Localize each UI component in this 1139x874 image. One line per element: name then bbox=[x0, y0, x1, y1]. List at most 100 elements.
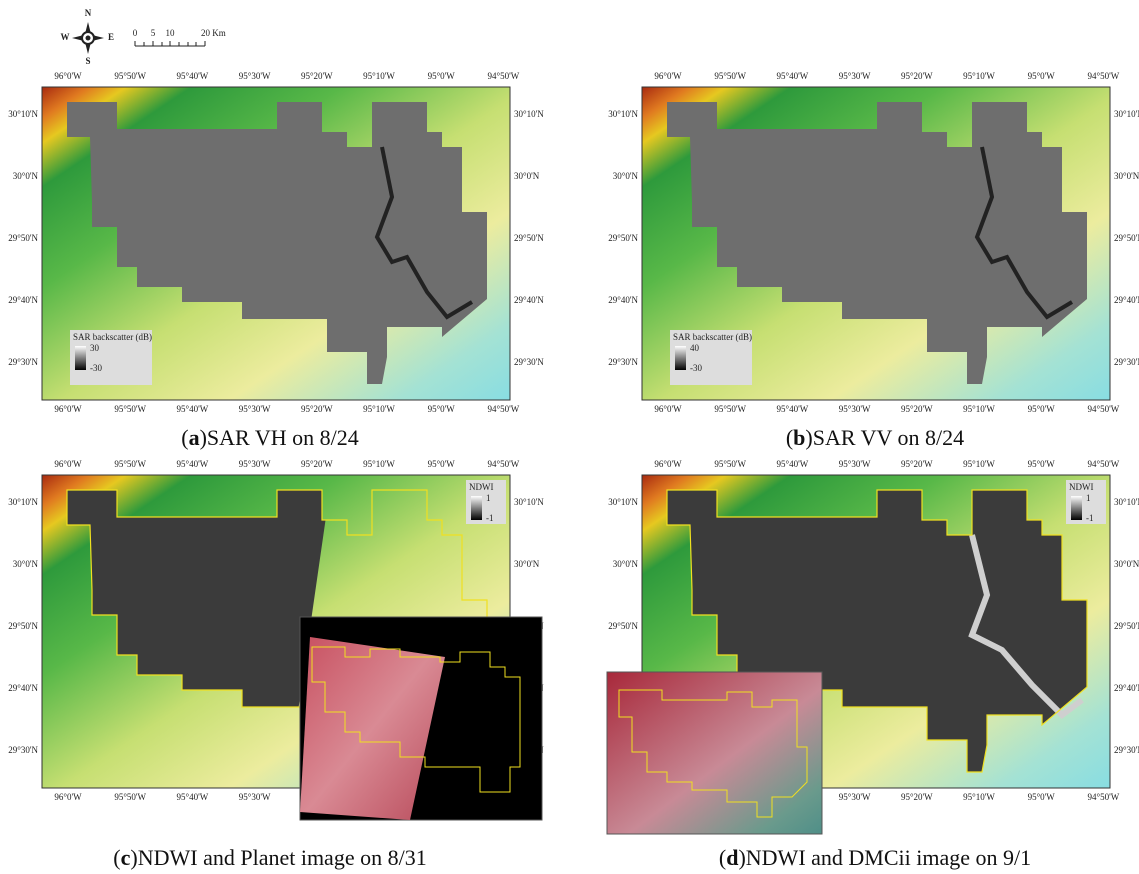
lon-label: 95°0'W bbox=[428, 71, 456, 81]
lon-label: 95°30'W bbox=[239, 459, 271, 469]
legend-title: SAR backscatter (dB) bbox=[73, 332, 152, 342]
caption-text: )SAR VV on 8/24 bbox=[805, 425, 964, 450]
scale-label: 0 bbox=[133, 28, 138, 38]
lat-label: 30°10'N bbox=[514, 109, 544, 119]
legend-min: -1 bbox=[1086, 513, 1094, 523]
scale-label: 20 Km bbox=[201, 28, 226, 38]
caption: (d)NDWI and DMCii image on 9/1 bbox=[719, 845, 1031, 870]
lon-label: 95°40'W bbox=[777, 404, 809, 414]
legend-max: 1 bbox=[486, 493, 491, 503]
planet-inset bbox=[300, 617, 542, 820]
caption-letter: c bbox=[121, 845, 131, 870]
lat-label: 30°10'N bbox=[514, 497, 544, 507]
lon-label: 96°0'W bbox=[54, 792, 82, 802]
lon-label: 94°50'W bbox=[488, 459, 520, 469]
legend-title: SAR backscatter (dB) bbox=[673, 332, 752, 342]
lon-label: 95°50'W bbox=[714, 459, 746, 469]
compass-e: E bbox=[108, 32, 114, 42]
lon-label: 95°40'W bbox=[777, 71, 809, 81]
lon-label: 95°50'W bbox=[114, 404, 146, 414]
lon-label: 95°10'W bbox=[963, 71, 995, 81]
map-panel: 96°0'W 96°0'W 95°50'W 95°50'W 95°40'W 95°40'W… bbox=[8, 71, 544, 414]
lon-label: 95°20'W bbox=[901, 71, 933, 81]
lon-label: 95°30'W bbox=[839, 71, 871, 81]
lat-label: 29°50'N bbox=[514, 233, 544, 243]
lon-label: 95°10'W bbox=[363, 459, 395, 469]
figure: N S W E 0 5 10 20 Km 96°0'W96°0'W95°50'W… bbox=[0, 0, 1139, 874]
lon-label: 95°0'W bbox=[1028, 404, 1056, 414]
caption-open: ( bbox=[181, 425, 188, 450]
legend-min: -30 bbox=[90, 363, 102, 373]
lat-label: 29°30'N bbox=[8, 357, 38, 367]
legend: SAR backscatter (dB)30-30 bbox=[70, 330, 152, 385]
dmc-inset bbox=[607, 672, 822, 834]
lat-label: 29°40'N bbox=[8, 683, 38, 693]
legend-max: 1 bbox=[1086, 493, 1091, 503]
lon-label: 94°50'W bbox=[488, 71, 520, 81]
compass bbox=[72, 22, 104, 54]
caption: (b)SAR VV on 8/24 bbox=[786, 425, 964, 450]
lon-label: 95°30'W bbox=[239, 404, 271, 414]
lon-label: 95°30'W bbox=[839, 792, 871, 802]
caption-letter: d bbox=[726, 845, 738, 870]
lat-label: 29°50'N bbox=[1114, 621, 1139, 631]
lon-label: 95°50'W bbox=[114, 792, 146, 802]
lon-label: 96°0'W bbox=[654, 404, 682, 414]
lat-label: 29°40'N bbox=[608, 295, 638, 305]
caption: (c)NDWI and Planet image on 8/31 bbox=[113, 845, 426, 870]
caption-open: ( bbox=[786, 425, 793, 450]
lat-label: 30°10'N bbox=[608, 109, 638, 119]
scale-bar bbox=[135, 41, 205, 46]
lon-label: 95°50'W bbox=[714, 71, 746, 81]
legend: SAR backscatter (dB)40-30 bbox=[670, 330, 752, 385]
lon-label: 95°40'W bbox=[177, 404, 209, 414]
scale-label: 10 bbox=[166, 28, 176, 38]
lon-label: 95°20'W bbox=[301, 71, 333, 81]
lon-label: 95°40'W bbox=[177, 792, 209, 802]
lat-label: 29°50'N bbox=[608, 621, 638, 631]
caption-letter: b bbox=[793, 425, 805, 450]
lat-label: 29°30'N bbox=[1114, 357, 1139, 367]
lat-label: 30°0'N bbox=[514, 171, 540, 181]
lat-label: 30°0'N bbox=[13, 171, 39, 181]
lat-label: 29°50'N bbox=[8, 621, 38, 631]
lon-label: 96°0'W bbox=[654, 71, 682, 81]
caption-letter: a bbox=[189, 425, 200, 450]
lat-label: 30°0'N bbox=[1114, 171, 1139, 181]
lon-label: 95°40'W bbox=[777, 459, 809, 469]
lat-label: 29°30'N bbox=[608, 357, 638, 367]
lat-label: 29°50'N bbox=[8, 233, 38, 243]
lat-label: 29°40'N bbox=[1114, 683, 1139, 693]
lon-label: 94°50'W bbox=[1088, 459, 1120, 469]
lon-label: 95°0'W bbox=[1028, 71, 1056, 81]
lon-label: 95°30'W bbox=[239, 71, 271, 81]
lat-label: 29°40'N bbox=[514, 295, 544, 305]
lat-label: 30°0'N bbox=[514, 559, 540, 569]
lat-label: 30°10'N bbox=[608, 497, 638, 507]
lat-label: 29°30'N bbox=[514, 357, 544, 367]
lat-label: 30°0'N bbox=[613, 171, 639, 181]
lon-label: 95°40'W bbox=[177, 71, 209, 81]
lon-label: 96°0'W bbox=[54, 404, 82, 414]
lon-label: 96°0'W bbox=[54, 71, 82, 81]
caption-open: ( bbox=[113, 845, 120, 870]
lat-label: 30°10'N bbox=[8, 497, 38, 507]
lon-label: 95°30'W bbox=[839, 459, 871, 469]
compass-s: S bbox=[85, 56, 90, 66]
compass-n: N bbox=[85, 8, 92, 18]
lon-label: 95°0'W bbox=[428, 459, 456, 469]
lon-label: 95°40'W bbox=[177, 459, 209, 469]
lon-label: 94°50'W bbox=[1088, 404, 1120, 414]
lon-label: 95°10'W bbox=[363, 404, 395, 414]
caption: (a)SAR VH on 8/24 bbox=[181, 425, 358, 450]
legend-min: -30 bbox=[690, 363, 702, 373]
lon-label: 95°50'W bbox=[714, 404, 746, 414]
lon-label: 96°0'W bbox=[54, 459, 82, 469]
lon-label: 95°50'W bbox=[114, 71, 146, 81]
legend-min: -1 bbox=[486, 513, 494, 523]
lon-label: 94°50'W bbox=[1088, 792, 1120, 802]
lat-label: 30°10'N bbox=[8, 109, 38, 119]
lat-label: 30°0'N bbox=[13, 559, 39, 569]
lat-label: 29°50'N bbox=[608, 233, 638, 243]
lon-label: 95°0'W bbox=[1028, 792, 1056, 802]
